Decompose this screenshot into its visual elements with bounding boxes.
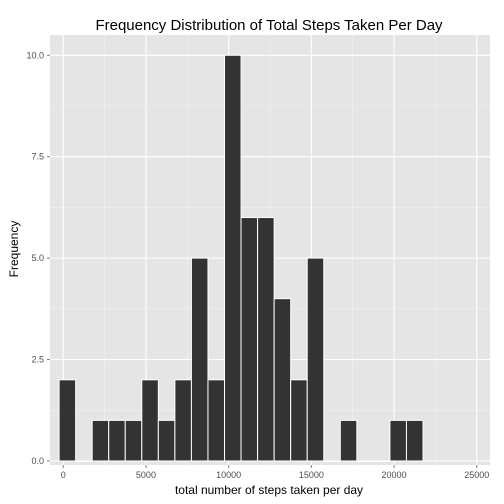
x-tick-label: 0 (61, 470, 66, 480)
y-tick-label: 5.0 (31, 253, 44, 263)
y-tick-label: 10.0 (26, 50, 44, 60)
histogram-bar (240, 217, 259, 462)
histogram-bar (141, 379, 159, 462)
histogram-bar (224, 54, 242, 462)
histogram-bar (273, 298, 292, 462)
histogram-bar (207, 379, 226, 462)
histogram-bar (372, 460, 391, 463)
histogram-bar (157, 419, 176, 462)
y-tick-label: 0.0 (31, 456, 44, 466)
x-tick-label: 20000 (382, 470, 407, 480)
histogram-bar (389, 419, 407, 462)
y-axis-ticks: 0.0 2.5 5.0 7.5 10.0 (26, 50, 50, 466)
bars (58, 54, 424, 463)
histogram-bar (75, 460, 93, 463)
histogram-bar (405, 419, 424, 462)
histogram-bar (290, 379, 308, 462)
histogram-bar (174, 379, 192, 462)
histogram-bar (339, 419, 358, 462)
histogram-bar (108, 419, 126, 462)
histogram-bar (124, 419, 143, 462)
histogram-bar (323, 460, 341, 463)
x-tick-label: 5000 (136, 470, 156, 480)
histogram-bar (190, 257, 209, 462)
histogram-bar (91, 419, 110, 462)
histogram-bar (257, 217, 275, 462)
histogram-bar (356, 460, 374, 463)
x-tick-label: 10000 (216, 470, 241, 480)
histogram-bar (306, 257, 325, 462)
chart-title: Frequency Distribution of Total Steps Ta… (95, 17, 443, 34)
x-tick-label: 15000 (299, 470, 324, 480)
histogram-bar (58, 379, 77, 462)
x-axis-ticks: 0 5000 10000 15000 20000 25000 (61, 465, 489, 480)
y-tick-label: 2.5 (31, 355, 44, 365)
x-tick-label: 25000 (464, 470, 489, 480)
y-axis-label: Frequency (7, 221, 21, 278)
y-tick-label: 7.5 (31, 152, 44, 162)
x-axis-label: total number of steps taken per day (175, 483, 363, 497)
